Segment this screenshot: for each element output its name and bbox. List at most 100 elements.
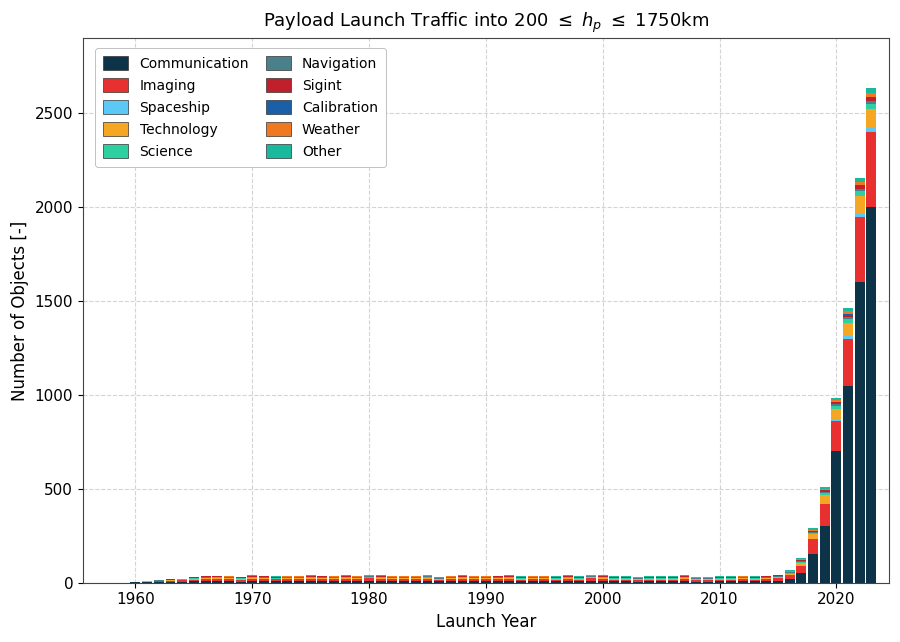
Bar — [562, 578, 572, 579]
Bar — [306, 581, 316, 582]
Bar — [400, 581, 410, 582]
Bar — [820, 489, 830, 490]
Bar — [855, 189, 865, 191]
Bar — [329, 578, 339, 580]
Bar — [808, 528, 818, 530]
Bar — [539, 578, 549, 580]
Bar — [259, 578, 269, 579]
Bar — [574, 580, 584, 582]
Bar — [201, 581, 211, 582]
Bar — [867, 88, 877, 92]
Bar — [761, 581, 771, 582]
Bar — [808, 539, 818, 555]
Bar — [820, 487, 830, 489]
Bar — [294, 581, 304, 582]
Bar — [785, 573, 795, 574]
Bar — [855, 178, 865, 182]
Bar — [329, 581, 339, 582]
Bar — [867, 104, 877, 109]
Bar — [598, 579, 608, 581]
Bar — [283, 581, 293, 582]
Bar — [820, 526, 830, 582]
Bar — [609, 580, 619, 582]
Bar — [691, 580, 701, 582]
Bar — [750, 578, 760, 580]
Bar — [750, 580, 760, 582]
Bar — [177, 580, 187, 582]
Bar — [855, 191, 865, 196]
Bar — [318, 581, 328, 582]
Bar — [855, 196, 865, 213]
Bar — [248, 581, 257, 582]
Bar — [773, 581, 783, 582]
Y-axis label: Number of Objects [-]: Number of Objects [-] — [11, 220, 29, 401]
Bar — [306, 578, 316, 579]
Bar — [364, 578, 374, 581]
Bar — [329, 580, 339, 581]
Bar — [773, 577, 783, 578]
Bar — [843, 319, 853, 324]
Bar — [703, 580, 713, 582]
Bar — [469, 578, 479, 580]
Bar — [481, 580, 491, 581]
Bar — [166, 581, 176, 582]
Bar — [796, 573, 806, 582]
Bar — [248, 578, 257, 579]
Bar — [680, 581, 689, 582]
Bar — [306, 579, 316, 581]
Bar — [469, 580, 479, 581]
Bar — [516, 579, 526, 580]
Bar — [341, 578, 351, 579]
Bar — [562, 581, 572, 582]
Bar — [551, 580, 561, 582]
Bar — [796, 566, 806, 573]
Bar — [855, 217, 865, 282]
Bar — [738, 580, 748, 581]
Bar — [353, 581, 363, 582]
Bar — [212, 578, 222, 579]
Bar — [388, 581, 398, 582]
Bar — [318, 578, 328, 579]
Bar — [189, 579, 199, 580]
Bar — [598, 581, 608, 582]
Bar — [527, 580, 537, 581]
Bar — [715, 578, 724, 580]
Bar — [644, 580, 654, 582]
Bar — [586, 577, 596, 578]
Bar — [446, 581, 455, 582]
Bar — [820, 504, 830, 526]
Bar — [400, 578, 410, 580]
Bar — [761, 579, 771, 581]
Bar — [422, 581, 432, 582]
Bar — [341, 579, 351, 581]
Bar — [236, 579, 246, 580]
Bar — [726, 580, 736, 582]
Bar — [271, 581, 281, 582]
Bar — [271, 578, 281, 580]
Bar — [832, 420, 842, 421]
Bar — [259, 581, 269, 582]
Bar — [867, 109, 877, 128]
Bar — [504, 581, 514, 582]
Bar — [236, 580, 246, 582]
Bar — [539, 580, 549, 581]
Bar — [388, 580, 398, 581]
X-axis label: Launch Year: Launch Year — [436, 613, 536, 631]
Bar — [434, 580, 444, 582]
Bar — [574, 578, 584, 580]
Bar — [855, 182, 865, 186]
Bar — [353, 580, 363, 581]
Bar — [224, 579, 234, 582]
Bar — [410, 579, 421, 581]
Bar — [201, 578, 211, 579]
Bar — [283, 578, 293, 579]
Bar — [867, 101, 877, 104]
Bar — [808, 532, 818, 533]
Bar — [785, 572, 795, 573]
Bar — [621, 578, 631, 580]
Bar — [376, 581, 386, 582]
Bar — [855, 213, 865, 217]
Bar — [785, 574, 795, 575]
Bar — [808, 530, 818, 531]
Bar — [527, 578, 537, 580]
